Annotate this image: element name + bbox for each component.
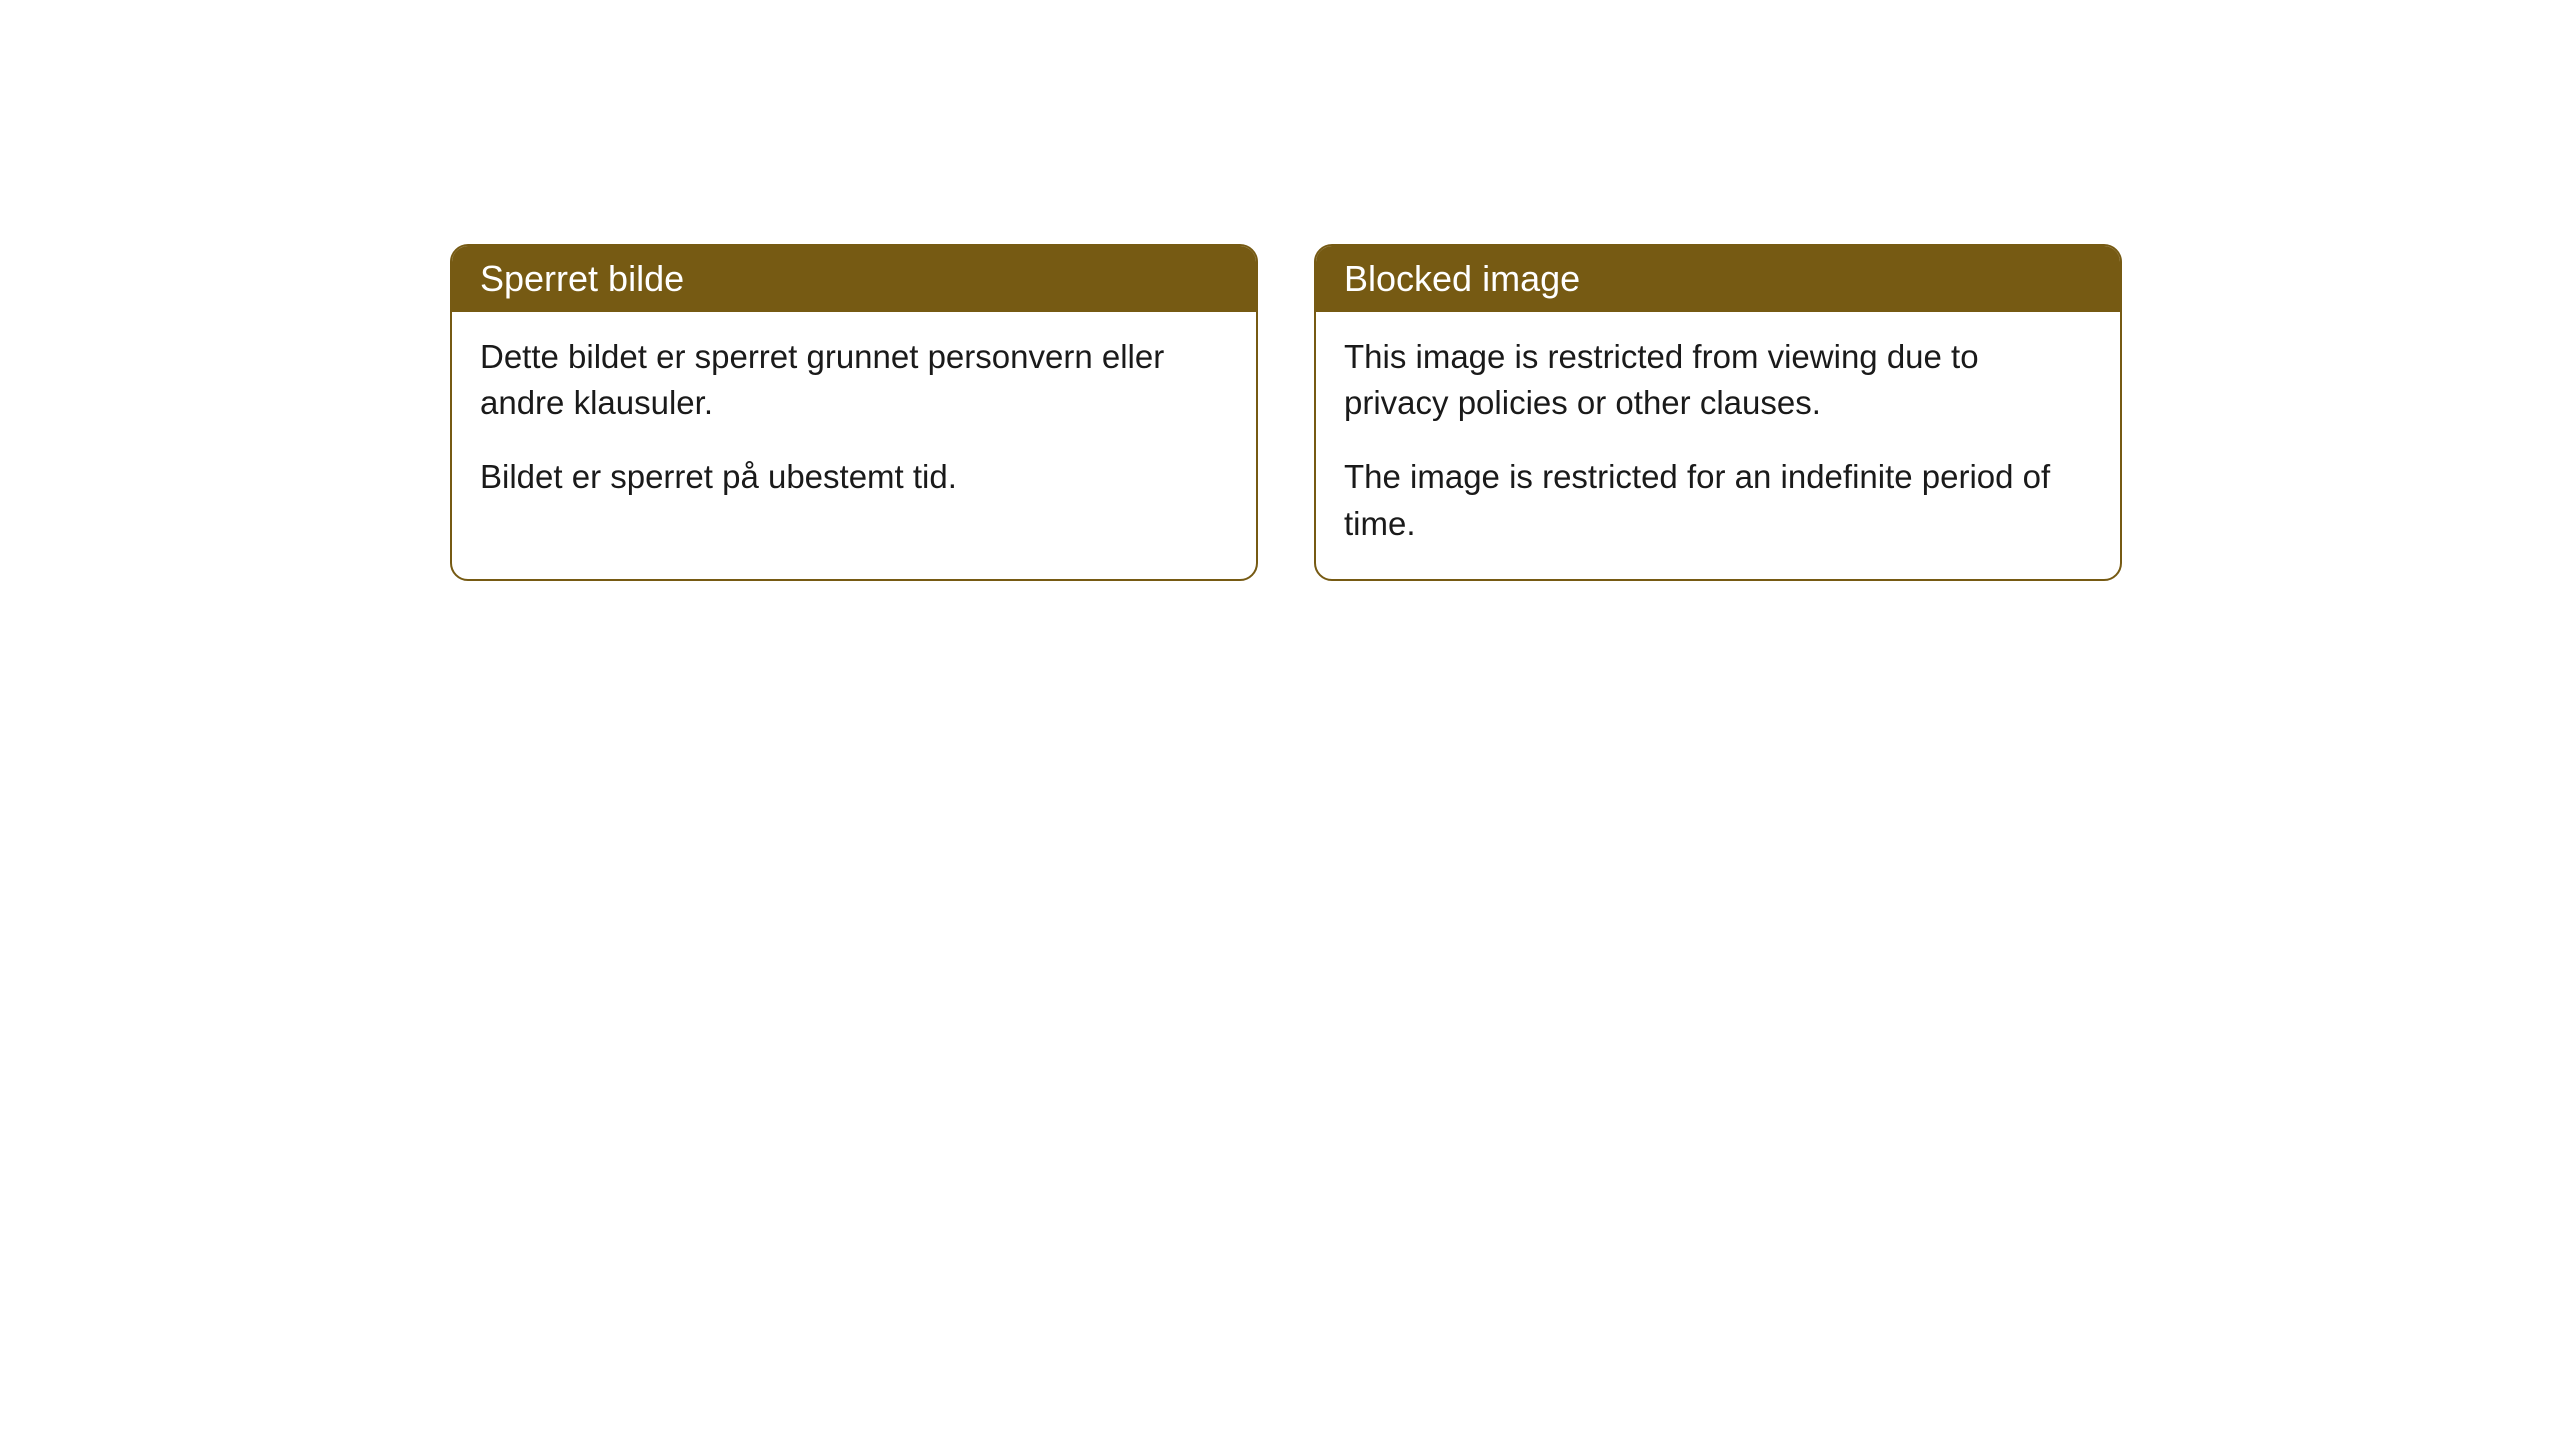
card-body: Dette bildet er sperret grunnet personve…	[452, 312, 1256, 533]
card-paragraph: This image is restricted from viewing du…	[1344, 334, 2092, 426]
card-title: Sperret bilde	[480, 258, 684, 299]
card-header: Sperret bilde	[452, 246, 1256, 312]
card-header: Blocked image	[1316, 246, 2120, 312]
card-paragraph: The image is restricted for an indefinit…	[1344, 454, 2092, 546]
notice-card-norwegian: Sperret bilde Dette bildet er sperret gr…	[450, 244, 1258, 581]
notice-cards-container: Sperret bilde Dette bildet er sperret gr…	[450, 244, 2122, 581]
card-title: Blocked image	[1344, 258, 1580, 299]
card-body: This image is restricted from viewing du…	[1316, 312, 2120, 579]
card-paragraph: Dette bildet er sperret grunnet personve…	[480, 334, 1228, 426]
notice-card-english: Blocked image This image is restricted f…	[1314, 244, 2122, 581]
card-paragraph: Bildet er sperret på ubestemt tid.	[480, 454, 1228, 500]
